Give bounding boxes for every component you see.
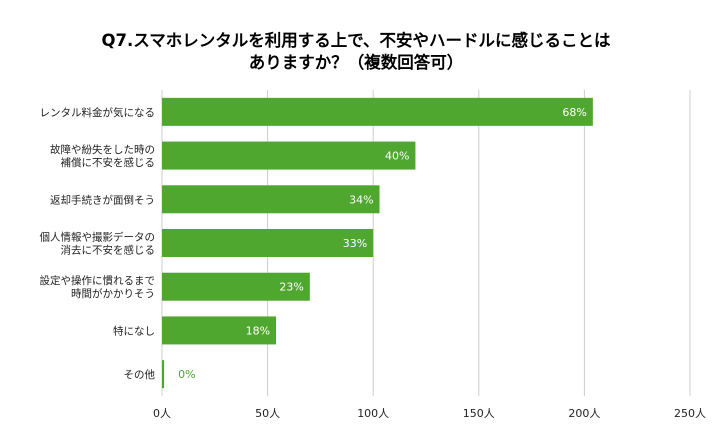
data-label: 68%	[562, 106, 586, 119]
category-label: 個人情報や撮影データの消去に不安を感じる	[40, 231, 156, 257]
bar	[162, 97, 593, 126]
category-label: その他	[124, 368, 156, 381]
data-label: 0%	[178, 368, 195, 381]
chart-title: Q7.スマホレンタルを利用する上で、不安やハードルに感じることはありますか？（複…	[101, 30, 611, 72]
x-tick-label: 100人	[357, 407, 389, 420]
category-label-line: 消去に不安を感じる	[61, 244, 156, 257]
bar	[162, 360, 165, 389]
category-label: レンタル料金が気になる	[40, 106, 156, 119]
bar	[162, 141, 416, 170]
data-label: 33%	[343, 237, 367, 250]
bar	[162, 272, 310, 301]
data-label: 18%	[246, 324, 270, 337]
category-label-line: 設定や操作に慣れるまで	[40, 274, 156, 287]
category-label: 設定や操作に慣れるまで時間がかかりそう	[40, 274, 156, 300]
category-label-line: 特になし	[113, 325, 155, 337]
category-label-line: 故障や紛失をした時の	[50, 143, 155, 156]
bar	[162, 229, 374, 257]
chart-title-line: ありますか？（複数回答可）	[249, 52, 464, 72]
category-label-line: 補償に不安を感じる	[61, 156, 156, 169]
category-label-line: 返却手続きが面倒そう	[50, 193, 155, 206]
data-label: 40%	[385, 150, 409, 163]
category-label: 返却手続きが面倒そう	[50, 193, 155, 206]
x-tick-label: 0人	[153, 407, 171, 420]
x-tick-label: 50人	[255, 407, 280, 420]
category-label: 特になし	[113, 325, 155, 337]
category-label-line: 時間がかかりそう	[71, 287, 155, 300]
chart-title-line: Q7.スマホレンタルを利用する上で、不安やハードルに感じることは	[101, 30, 611, 50]
data-label: 23%	[279, 281, 303, 294]
x-tick-label: 200人	[568, 407, 600, 420]
category-label-line: レンタル料金が気になる	[40, 106, 156, 119]
bar	[162, 316, 277, 345]
category-label: 故障や紛失をした時の補償に不安を感じる	[50, 143, 155, 169]
category-label-line: 個人情報や撮影データの	[40, 231, 156, 244]
x-tick-label: 250人	[674, 407, 706, 420]
bar	[162, 185, 380, 214]
x-tick-label: 150人	[463, 407, 495, 420]
data-label: 34%	[349, 193, 373, 206]
category-label-line: その他	[124, 368, 156, 381]
